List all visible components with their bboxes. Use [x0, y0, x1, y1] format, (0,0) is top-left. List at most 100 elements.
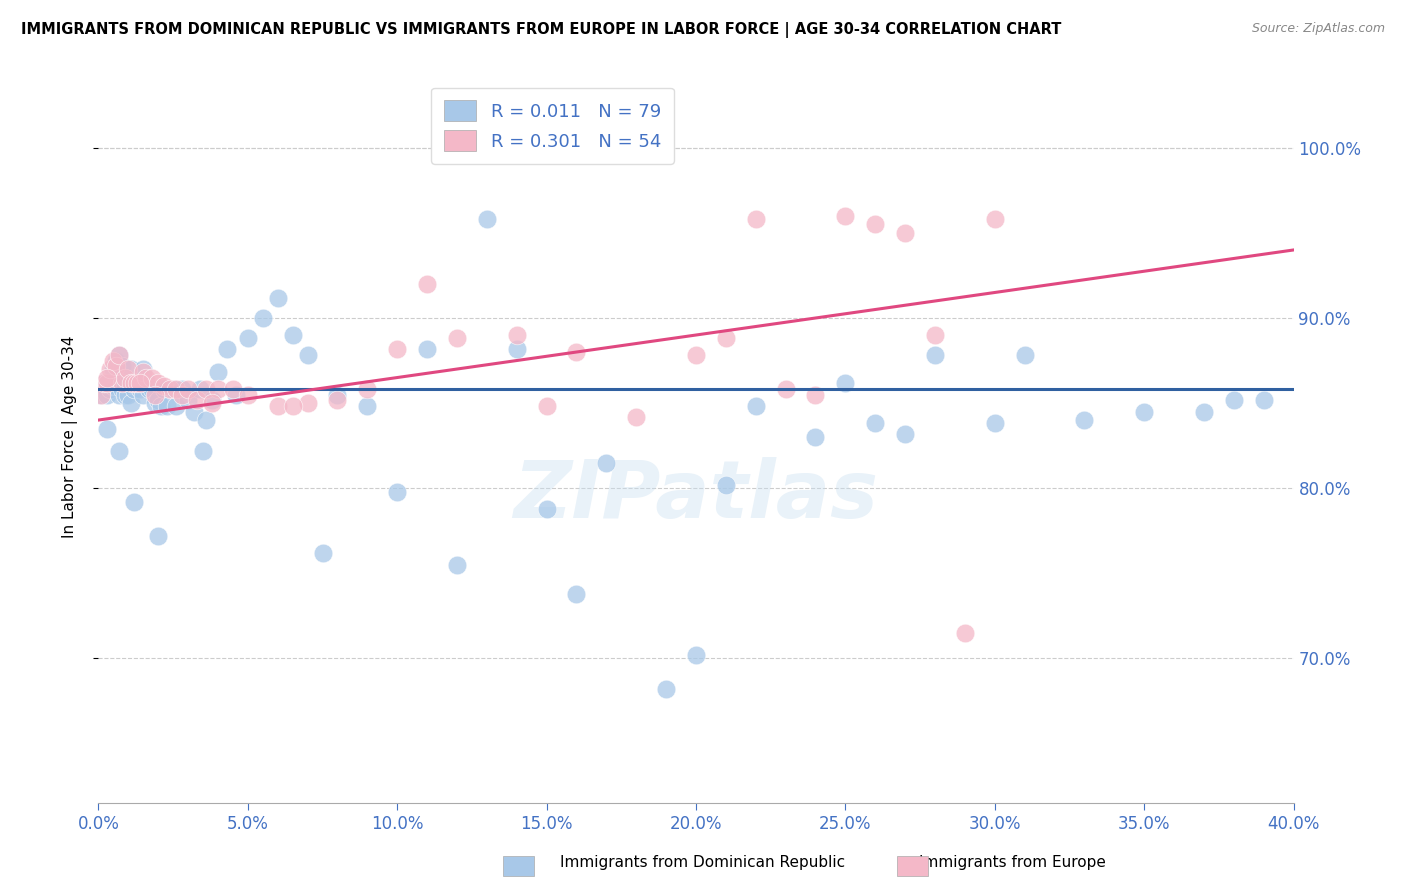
- Point: [117, 362, 139, 376]
- Point: [225, 387, 247, 401]
- Point: [188, 383, 211, 397]
- Point: [714, 331, 737, 345]
- Point: [215, 342, 238, 356]
- Point: [236, 387, 259, 401]
- Point: [475, 212, 498, 227]
- Point: [129, 376, 152, 390]
- Point: [120, 376, 142, 390]
- Point: [834, 209, 856, 223]
- Point: [111, 383, 134, 397]
- Point: [236, 331, 259, 345]
- Point: [127, 376, 149, 390]
- Point: [536, 501, 558, 516]
- Point: [446, 558, 468, 572]
- Point: [96, 387, 118, 401]
- Point: [148, 529, 170, 543]
- Point: [894, 426, 917, 441]
- Point: [1223, 392, 1246, 407]
- Point: [207, 366, 229, 380]
- Point: [416, 277, 439, 291]
- Point: [129, 383, 152, 397]
- Point: [385, 342, 409, 356]
- Legend: R = 0.011   N = 79, R = 0.301   N = 54: R = 0.011 N = 79, R = 0.301 N = 54: [432, 87, 673, 164]
- Point: [1253, 392, 1275, 407]
- Point: [565, 345, 588, 359]
- Point: [506, 328, 529, 343]
- Point: [356, 400, 378, 414]
- Point: [159, 383, 181, 397]
- Point: [141, 383, 163, 397]
- Point: [114, 370, 136, 384]
- Point: [93, 376, 115, 390]
- Point: [120, 396, 142, 410]
- Point: [183, 404, 205, 418]
- Point: [416, 342, 439, 356]
- Point: [804, 387, 827, 401]
- Point: [804, 430, 827, 444]
- Point: [984, 212, 1007, 227]
- Point: [165, 383, 187, 397]
- Point: [103, 353, 125, 368]
- Point: [745, 400, 768, 414]
- Point: [103, 379, 125, 393]
- Point: [207, 383, 229, 397]
- Point: [252, 311, 274, 326]
- Point: [1133, 404, 1156, 418]
- Point: [96, 421, 118, 435]
- Point: [267, 291, 290, 305]
- Point: [93, 376, 115, 390]
- Point: [172, 387, 194, 401]
- Point: [96, 376, 118, 390]
- Point: [745, 212, 768, 227]
- Point: [177, 383, 200, 397]
- Point: [385, 484, 409, 499]
- Point: [162, 383, 184, 397]
- Point: [165, 400, 187, 414]
- Point: [195, 383, 218, 397]
- Point: [108, 443, 131, 458]
- Point: [117, 387, 139, 401]
- Point: [111, 359, 134, 373]
- Point: [105, 359, 128, 373]
- Text: Source: ZipAtlas.com: Source: ZipAtlas.com: [1251, 22, 1385, 36]
- Point: [114, 387, 136, 401]
- Point: [865, 218, 887, 232]
- Point: [90, 387, 112, 401]
- Point: [96, 370, 118, 384]
- Point: [297, 396, 319, 410]
- Point: [834, 376, 856, 390]
- Point: [267, 400, 290, 414]
- Point: [98, 362, 122, 376]
- Point: [1014, 348, 1036, 362]
- Point: [132, 362, 155, 376]
- Point: [281, 400, 304, 414]
- Point: [506, 342, 529, 356]
- Point: [953, 625, 976, 640]
- Point: [446, 331, 468, 345]
- Point: [626, 409, 648, 424]
- Point: [685, 348, 707, 362]
- Point: [894, 226, 917, 240]
- Point: [177, 392, 200, 407]
- Point: [127, 376, 149, 390]
- Point: [141, 370, 163, 384]
- Text: Immigrants from Dominican Republic: Immigrants from Dominican Republic: [561, 855, 845, 870]
- Point: [655, 681, 678, 696]
- Point: [143, 396, 166, 410]
- Point: [924, 348, 946, 362]
- Text: IMMIGRANTS FROM DOMINICAN REPUBLIC VS IMMIGRANTS FROM EUROPE IN LABOR FORCE | AG: IMMIGRANTS FROM DOMINICAN REPUBLIC VS IM…: [21, 22, 1062, 38]
- Point: [108, 348, 131, 362]
- Text: Immigrants from Europe: Immigrants from Europe: [920, 855, 1105, 870]
- Point: [311, 546, 333, 560]
- Point: [114, 370, 136, 384]
- Point: [135, 376, 157, 390]
- Point: [865, 417, 887, 431]
- Point: [281, 328, 304, 343]
- Point: [714, 477, 737, 491]
- Point: [172, 383, 194, 397]
- Point: [984, 417, 1007, 431]
- Point: [105, 353, 128, 368]
- Point: [775, 383, 797, 397]
- Point: [148, 376, 170, 390]
- Point: [595, 456, 617, 470]
